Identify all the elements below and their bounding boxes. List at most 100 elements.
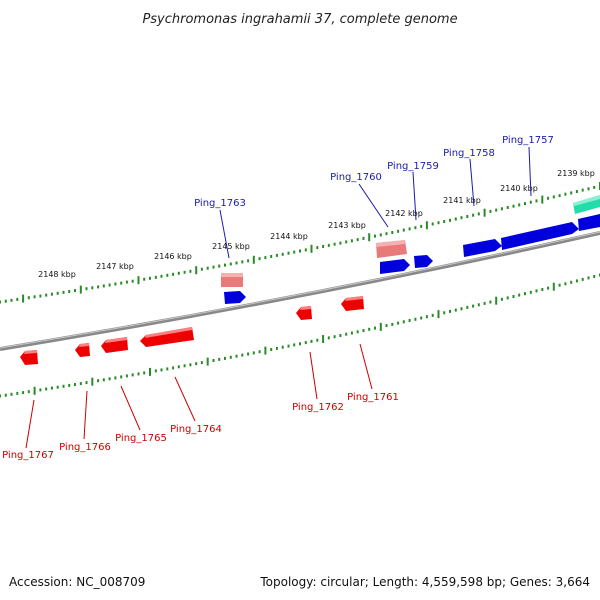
minor-tick bbox=[443, 220, 446, 223]
gene-label-ping-1766[interactable]: Ping_1766 bbox=[59, 442, 111, 453]
minor-tick bbox=[218, 264, 221, 268]
minor-tick bbox=[362, 329, 365, 333]
minor-tick bbox=[414, 226, 417, 230]
gene-ping-1763-shape[interactable] bbox=[224, 291, 246, 304]
gene-unlabeled-fwd-2-shape[interactable] bbox=[578, 214, 600, 231]
gene-label-ping-1757[interactable]: Ping_1757 bbox=[502, 135, 554, 146]
minor-tick bbox=[22, 391, 25, 395]
leader-ping-1759 bbox=[412, 171, 417, 221]
minor-tick bbox=[402, 228, 405, 232]
kbp-label-2145: 2145 kbp bbox=[212, 242, 250, 251]
minor-tick bbox=[149, 276, 151, 280]
major-tick bbox=[137, 276, 140, 285]
gene-ping-1766-shape[interactable] bbox=[75, 343, 90, 357]
minor-tick bbox=[564, 192, 567, 196]
kbp-label-2139: 2139 kbp bbox=[557, 169, 595, 178]
major-tick bbox=[264, 346, 267, 355]
kbp-label-2140: 2140 kbp bbox=[500, 184, 538, 193]
minor-tick bbox=[454, 217, 457, 221]
minor-tick bbox=[350, 239, 353, 243]
minor-tick bbox=[131, 279, 134, 283]
gene-rna-top bbox=[573, 195, 600, 206]
genome-backbone bbox=[0, 231, 600, 351]
minor-tick bbox=[177, 271, 180, 275]
leader-ping-1761 bbox=[359, 343, 373, 390]
minor-tick bbox=[310, 339, 313, 343]
minor-tick bbox=[10, 392, 13, 396]
leader-lines-forward bbox=[219, 146, 532, 259]
gene-highlight bbox=[24, 350, 37, 354]
minor-tick bbox=[50, 386, 53, 390]
minor-tick bbox=[512, 204, 515, 208]
gene-ping-1757-shape[interactable] bbox=[501, 222, 579, 250]
minor-tick bbox=[125, 280, 128, 284]
minor-tick bbox=[431, 313, 434, 317]
minor-tick bbox=[212, 359, 215, 362]
minor-tick bbox=[374, 326, 376, 330]
minor-tick bbox=[518, 203, 521, 207]
topology-text: Topology: circular; Length: 4,559,598 bp… bbox=[259, 575, 590, 589]
minor-tick bbox=[512, 295, 515, 298]
minor-tick bbox=[564, 282, 567, 286]
minor-tick bbox=[229, 262, 232, 266]
minor-tick bbox=[27, 390, 30, 394]
minor-tick bbox=[489, 300, 492, 304]
minor-tick bbox=[97, 379, 100, 383]
reverse-genes bbox=[20, 296, 364, 365]
accession-text: Accession: NC_008709 bbox=[9, 575, 145, 589]
minor-tick bbox=[368, 327, 371, 331]
gene-ping-1758-shape[interactable] bbox=[463, 239, 502, 257]
minor-tick bbox=[275, 346, 278, 350]
minor-tick bbox=[56, 291, 59, 295]
minor-tick bbox=[524, 202, 526, 206]
gene-label-ping-1764[interactable]: Ping_1764 bbox=[170, 424, 222, 435]
gene-ping-1762-shape[interactable] bbox=[296, 306, 312, 320]
major-tick bbox=[252, 255, 255, 264]
gene-label-ping-1760[interactable]: Ping_1760 bbox=[330, 172, 382, 183]
gene-label-ping-1759[interactable]: Ping_1759 bbox=[387, 161, 439, 172]
minor-tick bbox=[172, 272, 175, 276]
gene-label-ping-1761[interactable]: Ping_1761 bbox=[347, 392, 399, 403]
minor-tick bbox=[258, 257, 261, 261]
minor-tick bbox=[322, 245, 325, 248]
minor-tick bbox=[154, 275, 157, 279]
minor-tick bbox=[339, 241, 342, 245]
major-tick bbox=[195, 266, 198, 275]
gene-label-ping-1767[interactable]: Ping_1767 bbox=[2, 450, 54, 461]
minor-tick bbox=[264, 256, 267, 260]
gene-ping-1764-shape[interactable] bbox=[140, 327, 194, 347]
minor-tick bbox=[495, 208, 498, 212]
minor-tick bbox=[241, 353, 244, 357]
minor-tick bbox=[247, 352, 250, 356]
minor-tick bbox=[62, 384, 65, 388]
leader-lines-reverse bbox=[25, 343, 373, 449]
minor-tick bbox=[108, 283, 111, 287]
gene-label-ping-1765[interactable]: Ping_1765 bbox=[115, 433, 167, 444]
major-tick bbox=[149, 367, 151, 376]
minor-tick bbox=[374, 234, 376, 238]
major-tick bbox=[483, 208, 486, 217]
minor-tick bbox=[570, 191, 573, 195]
major-tick bbox=[552, 282, 555, 291]
gene-label-ping-1758[interactable]: Ping_1758 bbox=[443, 148, 495, 159]
minor-tick bbox=[437, 221, 440, 225]
minor-tick bbox=[154, 369, 157, 373]
minor-tick bbox=[45, 387, 48, 391]
minor-tick bbox=[449, 218, 451, 222]
minor-tick bbox=[529, 200, 532, 204]
minor-tick bbox=[333, 242, 336, 246]
gene-label-ping-1763[interactable]: Ping_1763 bbox=[194, 198, 246, 209]
minor-tick bbox=[224, 356, 226, 360]
gene-label-ping-1762[interactable]: Ping_1762 bbox=[292, 402, 344, 413]
minor-tick bbox=[200, 267, 203, 271]
gene-ping-1759-shape[interactable] bbox=[380, 259, 410, 274]
minor-tick bbox=[4, 393, 7, 397]
outer-tick-track bbox=[0, 182, 600, 304]
minor-tick bbox=[477, 212, 480, 216]
gene-unlabeled-fwd-1-shape[interactable] bbox=[414, 255, 433, 268]
leader-ping-1763 bbox=[219, 209, 230, 259]
forward-genes bbox=[224, 214, 600, 304]
minor-tick bbox=[558, 283, 561, 287]
minor-tick bbox=[299, 249, 301, 253]
minor-tick bbox=[339, 334, 342, 337]
